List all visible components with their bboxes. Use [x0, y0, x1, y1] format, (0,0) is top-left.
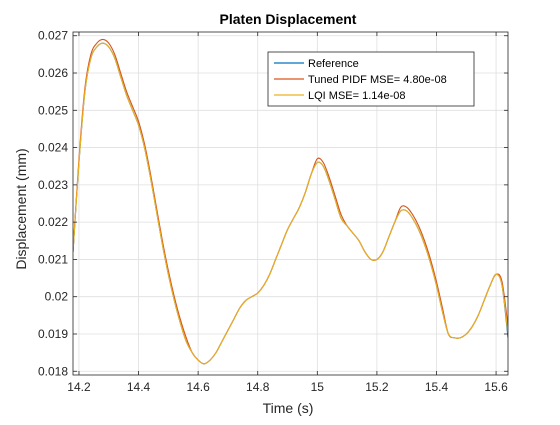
y-tick-label: 0.025 — [38, 103, 68, 117]
y-tick-label: 0.019 — [38, 327, 68, 341]
y-tick-label: 0.02 — [45, 290, 69, 304]
x-tick-label: 15 — [311, 380, 325, 394]
legend-label-1: Reference — [308, 58, 359, 70]
legend-label-3: LQI MSE= 1.14e-08 — [308, 90, 406, 102]
y-tick-label: 0.018 — [38, 364, 68, 378]
x-tick-label: 14.6 — [186, 380, 210, 394]
x-tick-label: 14.2 — [67, 380, 91, 394]
x-tick-label: 15.4 — [425, 380, 449, 394]
y-axis-label: Displacement (mm) — [13, 148, 29, 269]
y-tick-label: 0.023 — [38, 178, 68, 192]
x-tick-label: 14.4 — [127, 380, 151, 394]
y-tick-label: 0.021 — [38, 252, 68, 266]
legend: Reference Tuned PIDF MSE= 4.80e-08 LQI MSE… — [268, 52, 474, 106]
y-tick-label: 0.024 — [38, 141, 68, 155]
x-tick-label: 14.8 — [246, 380, 270, 394]
x-tick-label: 15.6 — [484, 380, 508, 394]
x-axis-label: Time (s) — [263, 400, 314, 416]
y-tick-label: 0.026 — [38, 66, 68, 80]
chart-title: Platen Displacement — [220, 11, 357, 27]
y-tick-label: 0.022 — [38, 215, 68, 229]
legend-label-2: Tuned PIDF MSE= 4.80e-08 — [308, 74, 447, 86]
x-tick-label: 15.2 — [365, 380, 389, 394]
y-tick-label: 0.027 — [38, 29, 68, 43]
